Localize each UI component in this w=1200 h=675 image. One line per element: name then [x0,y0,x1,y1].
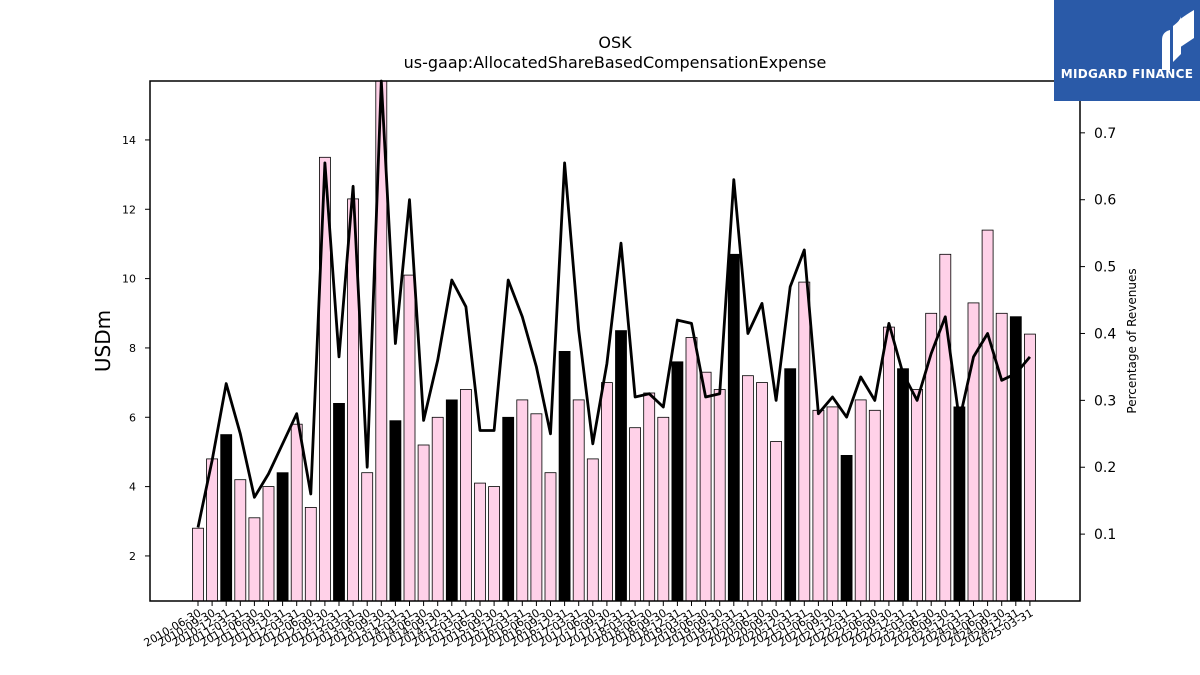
bar-2023-09-30 [939,253,952,602]
bar-2016-09-30 [544,472,557,602]
bar-2011-06-30 [248,517,261,602]
bar-2024-09-30 [995,312,1008,602]
y-axis: 2 4 6 8 10 12 14 [122,134,150,563]
bar-2019-06-30 [699,371,712,602]
bar-2018-12-31 [671,361,684,602]
bar-2023-12-31 [953,406,966,602]
bar-2013-06-30 [361,472,374,602]
bar-2024-03-31 [967,302,980,602]
bar-2021-06-30 [812,409,825,602]
bar-2017-06-30 [586,458,599,602]
bar-2015-12-31 [502,416,515,602]
bar-2019-03-31 [685,337,698,602]
y-tick-label: 4 [129,481,136,494]
bar-2020-12-31 [784,368,797,602]
bar-2024-12-31 [1009,316,1022,602]
y2-tick-label: 0.1 [1094,527,1116,543]
bar-2012-03-31 [290,423,303,602]
bar-2016-12-31 [558,350,571,602]
bars-group [192,80,1036,602]
y-tick-label: 10 [122,273,136,286]
bar-2021-09-30 [826,406,839,602]
y-tick-label: 12 [122,203,136,216]
x-axis: 2010-06-302010-09-302010-12-312011-03-31… [142,601,1035,650]
bar-2012-06-30 [304,506,317,602]
brand-logo: MIDGARD FINANCE [1054,0,1200,101]
y2-tick-label: 0.6 [1094,193,1116,209]
bar-2022-03-31 [854,399,867,602]
line-group [196,79,1031,528]
bar-2015-06-30 [474,482,486,602]
bar-2017-12-31 [615,330,627,602]
bar-2011-09-30 [262,486,275,602]
percentage-line [196,79,1031,528]
bar-2017-09-30 [601,382,613,602]
bar-2016-06-30 [530,413,543,602]
bar-2025-03-31 [1024,333,1036,602]
bar-2022-09-30 [883,326,895,602]
midgard-logo-icon [1162,10,1194,70]
y2-tick-label: 0.3 [1094,393,1116,409]
y2-axis-label: Percentage of Revenues [1125,268,1139,413]
y2-tick-label: 0.5 [1094,260,1116,276]
bar-2020-06-30 [756,382,768,602]
y2-tick-label: 0.4 [1094,326,1116,342]
bar-2013-12-31 [389,420,402,602]
bar-2011-03-31 [234,479,247,602]
y-tick-label: 6 [129,411,136,424]
bar-2011-12-31 [276,472,289,602]
bar-2014-06-30 [417,444,430,602]
y-axis-label: USDm [91,310,115,372]
bar-2018-03-31 [629,427,641,602]
brand-name: MIDGARD FINANCE [1060,67,1194,81]
y2-tick-label: 0.7 [1094,126,1116,142]
bar-2020-03-31 [742,375,754,602]
bar-2015-09-30 [488,486,501,602]
bar-2018-06-30 [643,392,656,602]
y-tick-label: 14 [122,134,136,147]
bar-2021-12-31 [840,454,853,602]
bar-2010-12-31 [220,434,233,602]
chart-title: OSK [598,33,632,52]
bar-2014-03-31 [403,274,416,602]
bar-2021-03-31 [798,281,811,602]
bar-2020-09-30 [770,441,782,602]
bar-2010-06-30 [192,527,204,602]
y2-tick-label: 0.2 [1094,460,1116,476]
y-tick-label: 8 [129,342,136,355]
chart-subtitle: us-gaap:AllocatedShareBasedCompensationE… [404,53,827,72]
bar-2016-03-31 [516,399,529,602]
plot-frame [149,80,1081,602]
y2-axis: 0.1 0.2 0.3 0.4 0.5 0.6 0.7 [1080,126,1116,543]
bar-2012-12-31 [333,402,345,602]
bar-2022-06-30 [868,409,881,602]
bar-2018-09-30 [657,416,670,602]
bar-2015-03-31 [459,389,472,602]
bar-2024-06-30 [981,229,994,602]
bar-2017-03-31 [572,399,585,602]
bar-2019-09-30 [713,389,726,602]
bar-2019-12-31 [727,253,740,602]
y-tick-label: 2 [129,550,136,563]
bar-2014-12-31 [445,399,458,602]
bar-2022-12-31 [897,368,909,602]
bar-2023-03-31 [911,389,923,602]
bar-2014-09-30 [431,416,444,602]
